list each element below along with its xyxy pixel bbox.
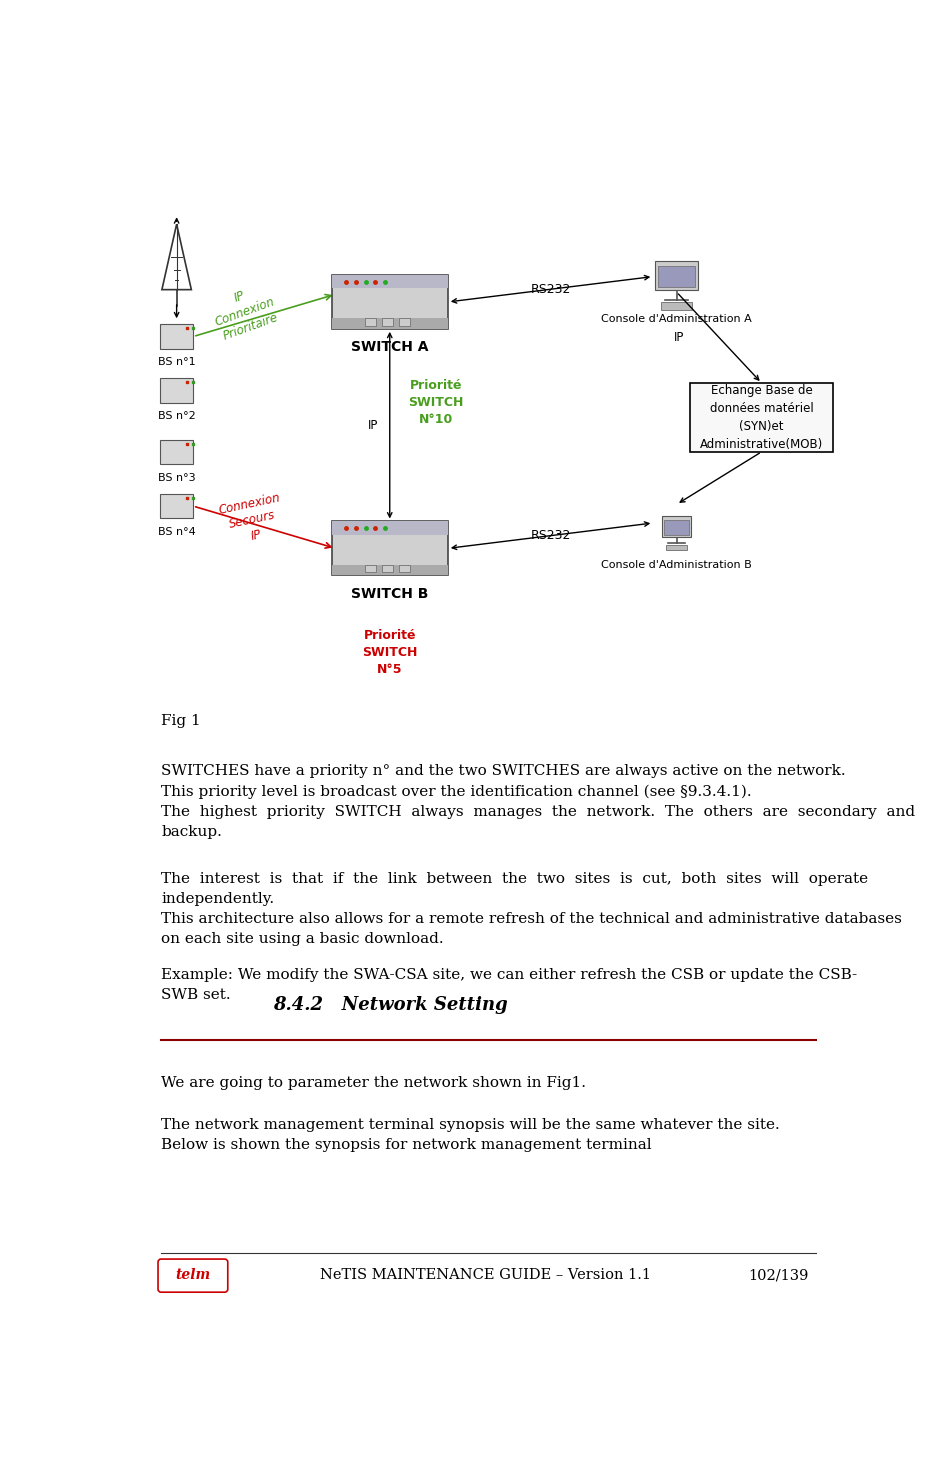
Text: telm: telm [175,1268,210,1282]
Text: The network management terminal synopsis will be the same whatever the site.
Bel: The network management terminal synopsis… [161,1118,780,1152]
Text: 8.4.2   Network Setting: 8.4.2 Network Setting [274,996,508,1015]
FancyBboxPatch shape [365,318,375,326]
Text: Echange Base de
données matériel
(SYN)et
Administrative(MOB): Echange Base de données matériel (SYN)et… [701,384,824,451]
Text: BS n°4: BS n°4 [157,527,195,537]
FancyBboxPatch shape [158,1259,228,1293]
FancyBboxPatch shape [655,261,698,290]
FancyBboxPatch shape [160,493,192,518]
Text: Priorité
SWITCH
N°10: Priorité SWITCH N°10 [409,379,464,426]
FancyBboxPatch shape [160,325,192,348]
FancyBboxPatch shape [365,565,375,572]
FancyBboxPatch shape [662,517,691,537]
Polygon shape [332,521,447,534]
FancyBboxPatch shape [399,565,410,572]
Text: NeTIS MAINTENANCE GUIDE – Version 1.1: NeTIS MAINTENANCE GUIDE – Version 1.1 [320,1268,651,1282]
Polygon shape [332,275,447,288]
FancyBboxPatch shape [658,266,695,287]
Text: SWITCHES have a priority n° and the two SWITCHES are always active on the networ: SWITCHES have a priority n° and the two … [161,764,915,839]
FancyBboxPatch shape [690,384,833,452]
Text: Example: We modify the SWA-CSA site, we can either refresh the CSB or update the: Example: We modify the SWA-CSA site, we … [161,968,857,1001]
FancyBboxPatch shape [160,378,192,403]
Polygon shape [332,521,447,575]
Text: We are going to parameter the network shown in Fig1.: We are going to parameter the network sh… [161,1076,586,1089]
Text: RS232: RS232 [530,529,571,542]
Polygon shape [332,318,447,329]
FancyBboxPatch shape [665,545,687,550]
FancyBboxPatch shape [399,318,410,326]
Text: The  interest  is  that  if  the  link  between  the  two  sites  is  cut,  both: The interest is that if the link between… [161,871,902,946]
Text: IP: IP [674,331,684,344]
FancyBboxPatch shape [664,520,689,534]
Text: Fig 1: Fig 1 [161,714,201,728]
Text: SWITCH B: SWITCH B [351,587,428,600]
Text: BS n°3: BS n°3 [157,473,195,483]
Text: Priorité
SWITCH
N°5: Priorité SWITCH N°5 [362,630,417,676]
Text: Console d'Administration A: Console d'Administration A [601,313,752,324]
FancyBboxPatch shape [382,318,392,326]
Text: SWITCH A: SWITCH A [351,341,428,354]
Text: Connexion
Secours
IP: Connexion Secours IP [217,490,288,548]
Text: IP
Connexion
Prioritaire: IP Connexion Prioritaire [208,280,282,344]
Text: BS n°2: BS n°2 [157,411,195,422]
Text: RS232: RS232 [530,283,571,296]
Text: IP: IP [368,419,378,432]
FancyBboxPatch shape [160,439,192,464]
Text: BS n°1: BS n°1 [157,357,195,367]
FancyBboxPatch shape [661,302,692,310]
Text: Console d'Administration B: Console d'Administration B [601,559,752,569]
Text: 102/139: 102/139 [748,1268,809,1282]
FancyBboxPatch shape [382,565,392,572]
Polygon shape [332,565,447,575]
Polygon shape [332,275,447,329]
